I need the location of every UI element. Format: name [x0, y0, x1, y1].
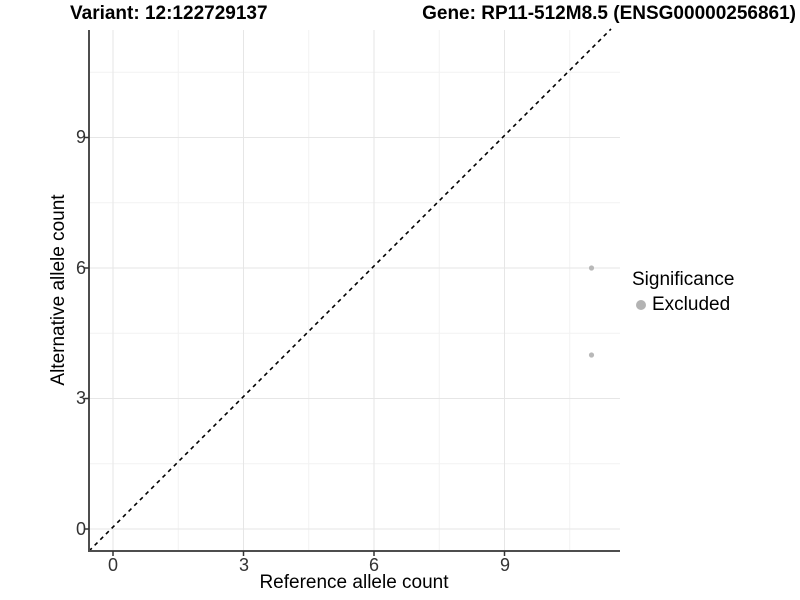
y-tick-label-0: 0: [75, 519, 86, 539]
grid-minor-lines: [89, 30, 620, 551]
y-tick-label-6: 6: [75, 258, 86, 278]
legend-item-label: Excluded: [652, 294, 731, 315]
legend: Significance Excluded: [630, 269, 734, 316]
x-axis-title: Reference allele count: [259, 572, 449, 593]
y-tick-label-9: 9: [75, 127, 86, 147]
legend-point-swatch: [636, 300, 646, 310]
y-axis-title: Alternative allele count: [48, 194, 69, 386]
x-tick-label-6: 6: [368, 555, 379, 575]
plot-title-variant: Variant: 12:122729137: [70, 3, 268, 24]
plot-area-svg: [84, 28, 620, 556]
axis-lines: [88, 30, 620, 552]
legend-item-excluded: Excluded: [636, 294, 734, 316]
y-tick-label-3: 3: [75, 388, 86, 408]
data-points: [588, 265, 595, 358]
grid-major-lines: [89, 30, 620, 551]
x-tick-label-9: 9: [499, 555, 510, 575]
plot-title-gene: Gene: RP11-512M8.5 (ENSG00000256861): [422, 3, 796, 24]
identity-reference-line: [88, 28, 612, 552]
x-tick-label-0: 0: [107, 555, 118, 575]
x-tick-label-3: 3: [238, 555, 249, 575]
axis-tick-marks: [84, 136, 506, 556]
legend-title: Significance: [632, 269, 735, 290]
